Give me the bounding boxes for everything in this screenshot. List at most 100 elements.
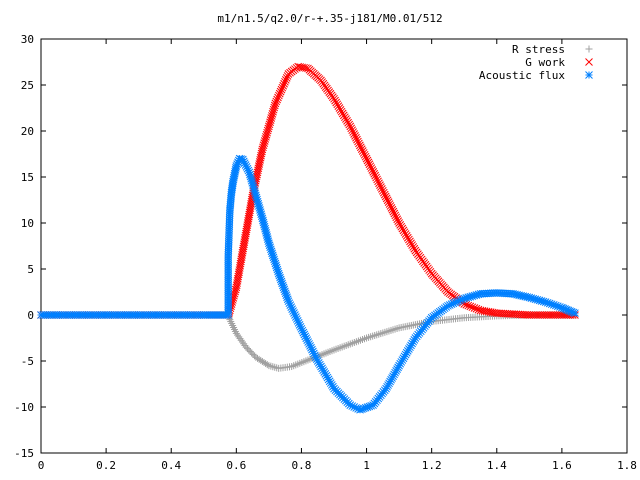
data-point xyxy=(282,74,291,82)
data-point xyxy=(332,98,341,107)
data-point xyxy=(355,141,364,150)
data-point xyxy=(571,309,579,318)
data-point xyxy=(462,300,471,309)
data-marks xyxy=(37,62,579,414)
data-point xyxy=(389,207,398,216)
data-point xyxy=(338,109,347,118)
data-point xyxy=(366,162,375,171)
data-point xyxy=(392,213,401,222)
data-point xyxy=(351,132,359,140)
x-tick-label: 1.6 xyxy=(552,459,572,472)
data-point xyxy=(401,230,410,238)
data-point xyxy=(271,99,280,108)
data-point xyxy=(472,304,481,313)
data-point xyxy=(365,160,374,169)
data-point xyxy=(378,185,386,193)
data-point xyxy=(275,89,284,98)
x-tick-label: 1.2 xyxy=(422,459,442,472)
data-point xyxy=(273,95,281,104)
data-point xyxy=(393,215,402,224)
data-point xyxy=(359,149,368,157)
data-point xyxy=(373,175,381,184)
data-point xyxy=(410,244,419,253)
data-point xyxy=(368,166,377,174)
data-point xyxy=(340,113,349,122)
data-point xyxy=(398,224,407,233)
data-point xyxy=(352,133,360,142)
data-point xyxy=(356,143,365,152)
x-tick-label: 1 xyxy=(363,459,370,472)
data-point xyxy=(397,222,406,231)
data-point xyxy=(390,209,399,218)
y-tick-label: 0 xyxy=(27,309,34,322)
series-acoustic-flux xyxy=(37,154,579,414)
series-g-work xyxy=(37,62,579,319)
data-point xyxy=(346,122,355,131)
data-point xyxy=(354,137,362,146)
data-point xyxy=(381,192,390,201)
y-tick-label: -5 xyxy=(21,355,34,368)
data-point xyxy=(408,241,416,249)
data-point xyxy=(363,156,372,165)
data-point xyxy=(395,219,403,227)
data-point xyxy=(330,94,338,103)
data-point xyxy=(400,228,409,237)
data-point xyxy=(281,75,290,84)
x-tick-label: 1.4 xyxy=(487,459,507,472)
data-point xyxy=(470,304,479,312)
data-point xyxy=(272,97,281,106)
data-point xyxy=(370,169,379,178)
y-tick-label: 10 xyxy=(21,217,34,230)
data-point xyxy=(364,158,373,167)
data-point xyxy=(270,101,279,110)
data-point xyxy=(333,100,342,109)
y-tick-label: -15 xyxy=(14,447,34,460)
data-point xyxy=(347,124,356,133)
data-point xyxy=(350,130,358,138)
x-tick-label: 1.8 xyxy=(617,459,637,472)
data-point xyxy=(371,171,380,180)
data-point xyxy=(344,118,352,127)
data-point xyxy=(279,81,288,90)
data-point xyxy=(369,168,378,176)
data-point xyxy=(334,102,343,111)
data-point xyxy=(276,87,285,96)
data-point xyxy=(335,104,344,112)
data-point xyxy=(367,164,376,172)
y-tick-label: 25 xyxy=(21,79,34,92)
x-tick-label: 0.6 xyxy=(226,459,246,472)
data-point xyxy=(385,200,394,208)
data-point xyxy=(280,79,288,88)
data-point xyxy=(362,154,371,163)
data-point xyxy=(399,226,408,235)
data-point xyxy=(468,303,477,312)
data-point xyxy=(406,237,414,246)
data-point xyxy=(357,145,366,153)
x-tick-label: 0 xyxy=(38,459,45,472)
data-point xyxy=(361,152,370,161)
data-point xyxy=(384,198,393,207)
y-tick-label: -10 xyxy=(14,401,34,414)
legend-marker xyxy=(585,45,593,53)
data-point xyxy=(336,105,345,114)
legend-label: R stress xyxy=(512,43,565,56)
legend-label: Acoustic flux xyxy=(479,69,565,82)
data-point xyxy=(355,139,363,148)
data-point xyxy=(377,183,385,191)
data-point xyxy=(396,220,405,229)
data-point xyxy=(466,302,475,311)
y-tick-label: 5 xyxy=(27,263,34,276)
data-point xyxy=(353,135,361,144)
data-point xyxy=(409,243,418,251)
data-point xyxy=(375,179,383,188)
data-point xyxy=(345,120,354,129)
data-point xyxy=(339,111,348,120)
data-point xyxy=(407,239,415,248)
data-point xyxy=(376,181,384,189)
data-point xyxy=(360,150,369,159)
data-point xyxy=(343,117,351,125)
legend-marker xyxy=(585,71,593,79)
x-tick-label: 0.8 xyxy=(292,459,312,472)
